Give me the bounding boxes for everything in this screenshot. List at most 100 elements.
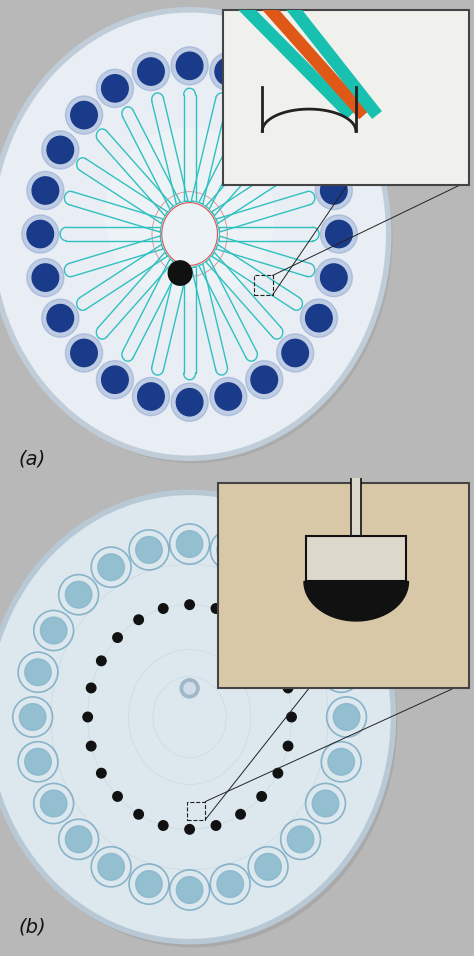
- Circle shape: [273, 656, 283, 665]
- Circle shape: [215, 382, 242, 410]
- Circle shape: [184, 683, 195, 694]
- Circle shape: [27, 258, 64, 296]
- Circle shape: [210, 53, 247, 91]
- Circle shape: [277, 334, 314, 372]
- Circle shape: [132, 378, 170, 416]
- Polygon shape: [304, 581, 409, 621]
- Circle shape: [257, 633, 266, 642]
- Circle shape: [176, 388, 203, 416]
- Circle shape: [176, 531, 203, 557]
- Circle shape: [134, 810, 143, 819]
- Circle shape: [32, 177, 59, 205]
- Circle shape: [180, 679, 199, 698]
- Circle shape: [301, 299, 337, 337]
- Circle shape: [251, 366, 277, 393]
- Circle shape: [158, 820, 168, 830]
- Circle shape: [97, 656, 106, 665]
- Circle shape: [236, 810, 246, 819]
- Circle shape: [132, 53, 170, 91]
- Circle shape: [217, 536, 244, 563]
- Circle shape: [65, 826, 92, 853]
- Ellipse shape: [0, 498, 397, 947]
- Bar: [254, 275, 273, 295]
- Circle shape: [40, 790, 67, 816]
- Circle shape: [287, 712, 296, 722]
- Circle shape: [320, 215, 357, 253]
- Circle shape: [301, 131, 337, 169]
- Circle shape: [255, 854, 282, 880]
- Circle shape: [71, 101, 97, 129]
- Circle shape: [277, 96, 314, 134]
- Circle shape: [211, 820, 221, 830]
- Circle shape: [65, 334, 102, 372]
- Circle shape: [326, 221, 352, 248]
- Circle shape: [47, 137, 73, 163]
- Circle shape: [211, 604, 221, 614]
- Circle shape: [168, 261, 192, 285]
- Circle shape: [97, 769, 106, 778]
- Circle shape: [113, 633, 122, 642]
- Circle shape: [102, 75, 128, 102]
- Circle shape: [98, 554, 124, 580]
- Text: (b): (b): [19, 918, 46, 937]
- Circle shape: [315, 171, 352, 209]
- Circle shape: [40, 618, 67, 644]
- Circle shape: [158, 604, 168, 614]
- Circle shape: [86, 741, 96, 750]
- Circle shape: [306, 137, 332, 163]
- Circle shape: [282, 101, 309, 129]
- Circle shape: [257, 792, 266, 801]
- Circle shape: [283, 741, 293, 750]
- Circle shape: [22, 215, 59, 253]
- Ellipse shape: [0, 10, 389, 458]
- Circle shape: [137, 58, 164, 85]
- Circle shape: [185, 600, 194, 610]
- Circle shape: [176, 877, 203, 903]
- Circle shape: [217, 871, 244, 898]
- Circle shape: [328, 749, 355, 775]
- Circle shape: [185, 824, 194, 834]
- Circle shape: [251, 75, 277, 102]
- Circle shape: [71, 339, 97, 366]
- Circle shape: [171, 383, 208, 422]
- Circle shape: [113, 792, 122, 801]
- Circle shape: [32, 264, 59, 292]
- Circle shape: [134, 615, 144, 624]
- Circle shape: [136, 871, 162, 898]
- Circle shape: [315, 258, 352, 296]
- Bar: [223, 10, 469, 185]
- Circle shape: [98, 854, 124, 880]
- Circle shape: [25, 749, 51, 775]
- Circle shape: [215, 58, 242, 85]
- Circle shape: [27, 221, 54, 248]
- Circle shape: [27, 171, 64, 209]
- Circle shape: [137, 382, 164, 410]
- Ellipse shape: [105, 127, 274, 302]
- Circle shape: [255, 554, 282, 580]
- Circle shape: [96, 360, 134, 399]
- Circle shape: [25, 659, 51, 685]
- Circle shape: [236, 615, 246, 624]
- Circle shape: [42, 131, 79, 169]
- Circle shape: [333, 704, 360, 730]
- Circle shape: [136, 536, 162, 563]
- Circle shape: [320, 264, 347, 292]
- Circle shape: [312, 618, 339, 644]
- Circle shape: [246, 360, 283, 399]
- Circle shape: [287, 826, 314, 853]
- Circle shape: [246, 69, 283, 107]
- Circle shape: [101, 366, 128, 393]
- Circle shape: [65, 96, 102, 134]
- Circle shape: [287, 581, 314, 608]
- Circle shape: [47, 304, 73, 332]
- Circle shape: [19, 704, 46, 730]
- Circle shape: [42, 299, 79, 337]
- Circle shape: [306, 304, 332, 332]
- Circle shape: [273, 769, 283, 778]
- Circle shape: [65, 581, 92, 608]
- Text: (a): (a): [19, 449, 46, 468]
- Bar: [306, 536, 407, 581]
- Circle shape: [176, 53, 203, 79]
- Bar: [187, 801, 205, 820]
- Ellipse shape: [0, 492, 393, 942]
